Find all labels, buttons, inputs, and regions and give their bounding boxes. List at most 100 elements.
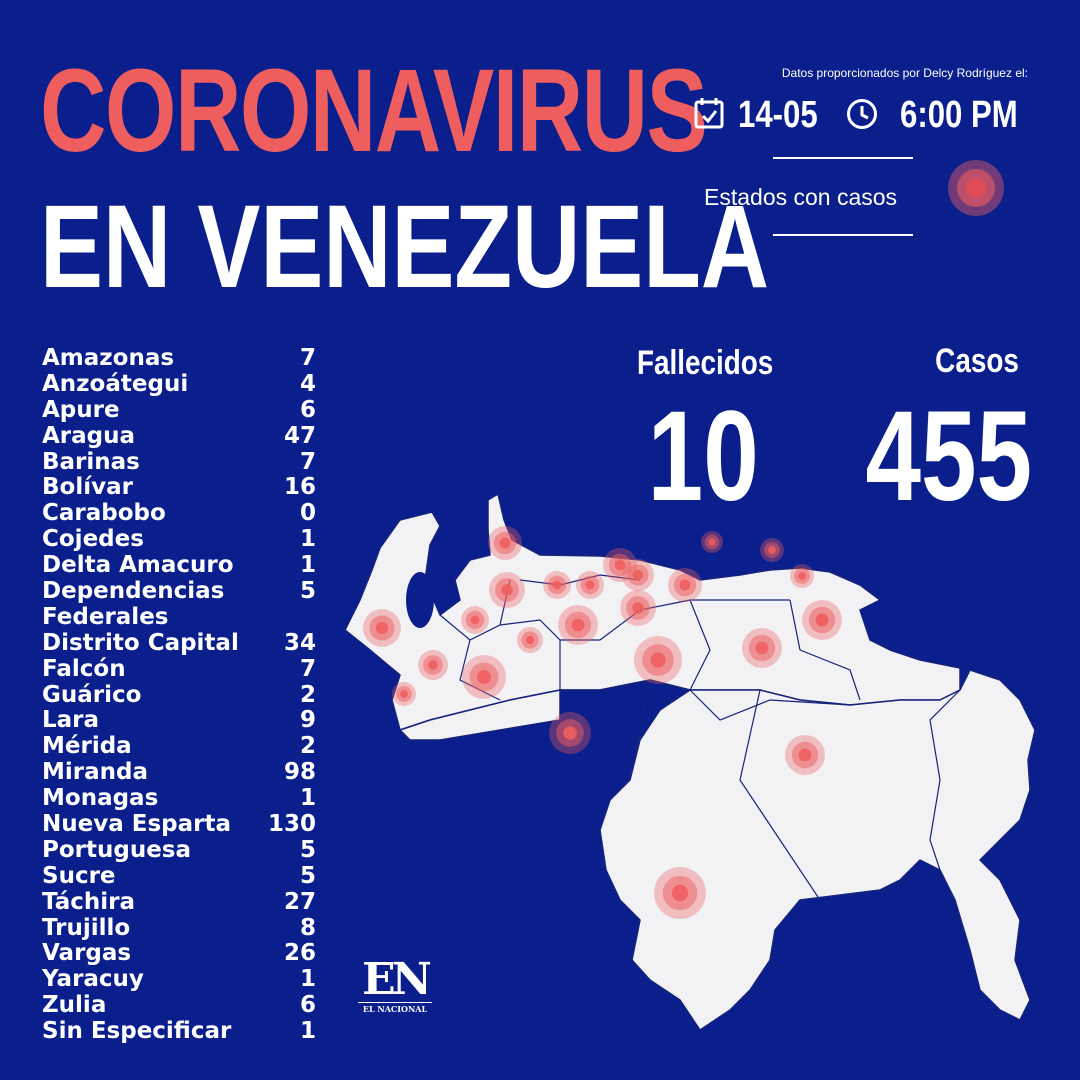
case-marker xyxy=(760,538,784,562)
divider-top xyxy=(773,157,913,159)
state-name: Portuguesa xyxy=(42,836,192,863)
state-name: Monagas xyxy=(42,785,159,812)
list-item: Monagas 1 xyxy=(42,785,320,811)
state-name: Delta Amacuro xyxy=(42,552,234,579)
list-item: Aragua 47 xyxy=(42,423,320,449)
state-cases: 1 xyxy=(299,552,316,579)
list-item: Guárico 2 xyxy=(42,682,320,708)
list-item: Carabobo 0 xyxy=(42,500,320,526)
state-name: Bolívar xyxy=(42,474,133,501)
list-item: Cojedes 1 xyxy=(42,526,320,552)
source-note: Datos proporcionados por Delcy Rodríguez… xyxy=(781,66,1028,80)
el-nacional-logo: EN EL NACIONAL xyxy=(358,958,432,1015)
state-cases: 1 xyxy=(299,526,316,553)
state-name: Vargas xyxy=(42,940,132,967)
state-name: Barinas xyxy=(42,448,140,475)
list-item: Sin Especificar 1 xyxy=(42,1018,320,1044)
venezuela-map xyxy=(344,493,1036,1031)
state-cases: 6 xyxy=(299,992,316,1019)
case-marker xyxy=(461,606,489,634)
state-cases: 1 xyxy=(299,1018,316,1045)
state-cases: 0 xyxy=(299,500,316,527)
list-item: Falcón 7 xyxy=(42,656,320,682)
update-time: 6:00 PM xyxy=(900,94,1018,136)
list-item: Delta Amacuro 1 xyxy=(42,552,320,578)
state-cases: 1 xyxy=(299,785,316,812)
case-marker xyxy=(790,564,814,588)
state-name: Nueva Esparta xyxy=(42,811,231,838)
state-name: Dependencias xyxy=(42,578,225,605)
case-marker xyxy=(517,627,543,653)
list-item: Distrito Capital 34 xyxy=(42,630,320,656)
state-name: Sucre xyxy=(42,862,116,889)
state-cases: 6 xyxy=(299,396,316,423)
calendar-icon xyxy=(694,98,724,129)
deaths-label: Fallecidos xyxy=(636,344,774,382)
state-name: Sin Especificar xyxy=(42,1018,232,1045)
list-item: Amazonas 7 xyxy=(42,345,320,371)
state-cases: 47 xyxy=(283,422,316,449)
state-cases: 2 xyxy=(299,733,316,760)
title-en-venezuela: EN VENEZUELA xyxy=(40,181,770,313)
state-name: Miranda xyxy=(42,759,148,786)
list-item: Federales xyxy=(42,604,320,630)
case-marker xyxy=(654,867,706,919)
deaths-value: 10 xyxy=(647,385,759,528)
update-date: 14-05 xyxy=(738,94,818,136)
case-marker xyxy=(543,571,571,599)
cases-label: Casos xyxy=(935,342,1019,380)
state-name: Lara xyxy=(42,707,100,734)
case-marker xyxy=(418,650,448,680)
legend-label: Estados con casos xyxy=(704,184,898,210)
state-name: Yaracuy xyxy=(42,966,144,993)
case-marker xyxy=(785,735,825,775)
case-marker xyxy=(576,571,604,599)
case-marker xyxy=(802,600,842,640)
state-name: Táchira xyxy=(42,888,135,915)
state-name: Carabobo xyxy=(42,500,166,527)
state-cases: 1 xyxy=(299,966,316,993)
state-name: Apure xyxy=(42,396,120,423)
state-cases: 4 xyxy=(299,370,316,397)
case-marker xyxy=(634,636,682,684)
state-name: Anzoátegui xyxy=(42,370,189,397)
list-item: Vargas 26 xyxy=(42,940,320,966)
case-marker xyxy=(489,572,525,608)
case-marker xyxy=(668,568,702,602)
clock-icon xyxy=(847,99,877,129)
list-item: Portuguesa 5 xyxy=(42,837,320,863)
state-cases: 7 xyxy=(299,448,316,475)
list-item: Zulia 6 xyxy=(42,992,320,1018)
case-marker xyxy=(742,628,782,668)
cases-value: 455 xyxy=(865,385,1033,528)
state-name: Zulia xyxy=(42,992,107,1019)
case-marker xyxy=(488,526,522,560)
case-marker xyxy=(549,712,591,754)
case-marker xyxy=(701,531,723,553)
state-name: Cojedes xyxy=(42,526,144,553)
divider-bottom xyxy=(773,234,913,236)
state-cases: 9 xyxy=(299,707,316,734)
map-lake-maracaibo xyxy=(406,572,434,628)
list-item: Anzoátegui 4 xyxy=(42,371,320,397)
state-cases: 2 xyxy=(299,681,316,708)
title-coronavirus: CORONAVIRUS xyxy=(40,45,708,177)
case-marker-icon xyxy=(948,160,1004,216)
state-cases: 27 xyxy=(283,888,316,915)
state-name: Mérida xyxy=(42,733,132,760)
list-item: Táchira 27 xyxy=(42,889,320,915)
state-name: Trujillo xyxy=(42,914,131,941)
case-marker xyxy=(392,682,416,706)
case-marker xyxy=(558,605,598,645)
list-item: Bolívar 16 xyxy=(42,474,320,500)
list-item: Mérida 2 xyxy=(42,733,320,759)
state-cases: 7 xyxy=(299,655,316,682)
state-cases: 5 xyxy=(299,578,316,605)
list-item: Trujillo 8 xyxy=(42,915,320,941)
state-name: Amazonas xyxy=(42,345,175,371)
state-cases: 98 xyxy=(283,759,316,786)
list-item: Sucre 5 xyxy=(42,863,320,889)
list-item: Yaracuy 1 xyxy=(42,966,320,992)
case-marker xyxy=(363,609,401,647)
state-cases: 26 xyxy=(283,940,316,967)
